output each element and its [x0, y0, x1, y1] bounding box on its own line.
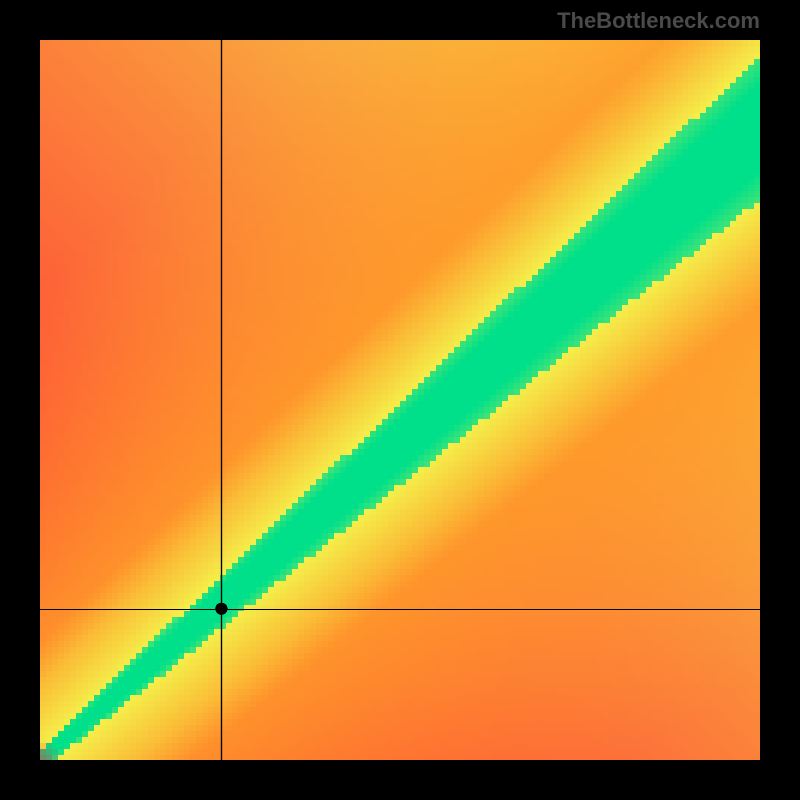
bottleneck-heatmap	[0, 0, 800, 800]
watermark-text: TheBottleneck.com	[557, 8, 760, 34]
chart-container: { "watermark": { "text": "TheBottleneck.…	[0, 0, 800, 800]
